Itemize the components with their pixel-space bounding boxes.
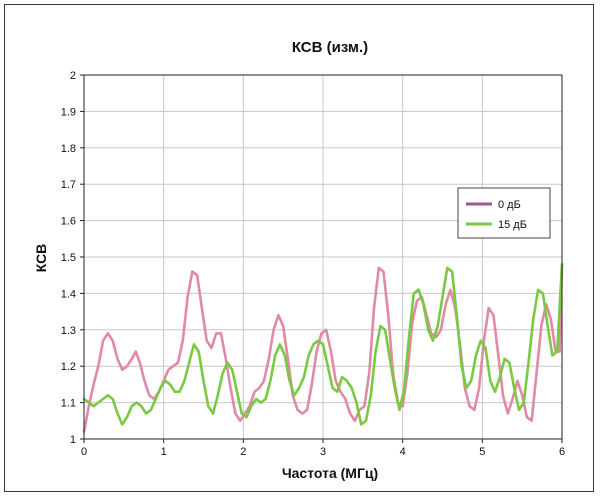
legend: 0 дБ 15 дБ [457,187,551,239]
series-lines [82,263,564,433]
x-tick-label: 0 [81,446,87,458]
y-tick-label: 1.2 [61,361,76,373]
y-tick-label: 1.6 [61,216,76,228]
y-axis-label: КСВ [33,244,49,273]
legend-entry-label: 15 дБ [498,219,527,231]
y-tick-label: 2 [70,70,76,82]
plot-area-border [83,74,563,440]
x-tick-label: 6 [559,446,565,458]
chart-title: КСВ (изм.) [292,39,368,56]
y-tick-label: 1 [70,434,76,446]
x-tick-label: 5 [479,446,485,458]
x-tick-label: 3 [320,446,326,458]
x-tick-label: 1 [161,446,167,458]
y-tick-label: 1.1 [61,398,76,410]
y-tick-label: 1.5 [61,252,76,264]
y-tick-label: 1.8 [61,143,76,155]
y-tick-label: 1.4 [61,288,76,300]
grid [84,75,562,439]
legend-entry-label: 0 дБ [498,199,521,211]
x-axis-label: Частота (МГц) [282,465,378,481]
y-tick-label: 1.3 [61,325,76,337]
axes [80,74,563,443]
legend-box [457,187,551,239]
x-tick-label: 4 [400,446,406,458]
y-tick-label: 1.7 [61,179,76,191]
x-tick-label: 2 [240,446,246,458]
y-tick-label: 1.9 [61,106,76,118]
series-line-15db [82,263,564,426]
tick-labels: 0 1 2 3 4 5 611.11.21.31.41.51.61.71.81.92 [61,70,565,458]
